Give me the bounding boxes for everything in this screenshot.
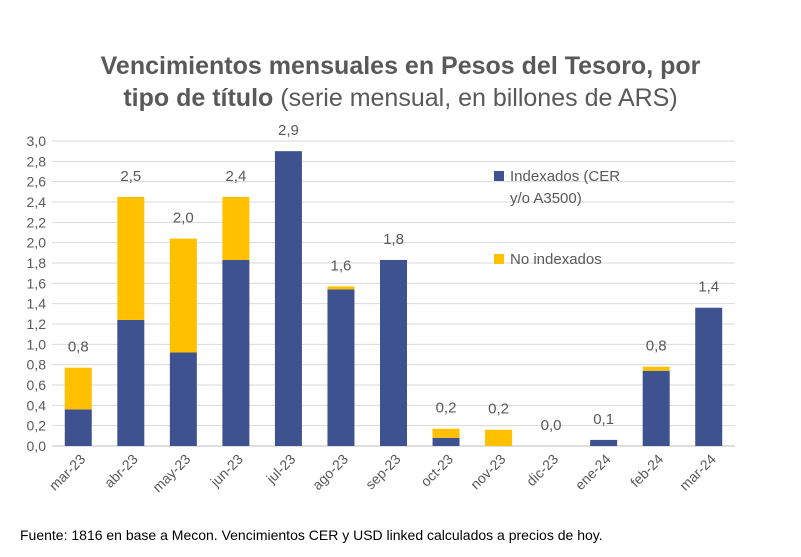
x-tick-label-nov-23: nov-23 <box>467 451 509 493</box>
chart-title-bold-part: tipo de título <box>123 84 274 112</box>
bar-indexados-abr-23 <box>117 319 145 446</box>
bar-indexados-may-23 <box>169 352 197 446</box>
chart-title-line1: Vencimientos mensuales en Pesos del Teso… <box>0 50 801 82</box>
data-label-may-23: 2,0 <box>173 210 194 227</box>
bar-indexados-mar-23 <box>64 409 92 446</box>
chart-title-line1-text: Vencimientos mensuales en Pesos del Teso… <box>100 52 701 80</box>
bar-no-indexados-abr-23 <box>117 196 145 320</box>
data-label-sep-23: 1,8 <box>383 231 404 248</box>
y-tick-label: 2,6 <box>27 174 47 190</box>
chart-title-subtitle: (serie mensual, en billones de ARS) <box>273 84 678 112</box>
x-tick-label-feb-24: feb-24 <box>627 451 667 491</box>
y-tick-label: 0,4 <box>27 397 47 413</box>
bar-indexados-sep-23 <box>380 259 407 446</box>
y-tick-label: 1,2 <box>27 316 47 332</box>
data-label-nov-23: 0,2 <box>488 401 509 418</box>
x-tick-label-jul-23: jul-23 <box>262 451 298 487</box>
source-note: Fuente: 1816 en base a Mecon. Vencimient… <box>20 527 603 543</box>
x-tick-label-dic-23: dic-23 <box>523 451 561 489</box>
chart-title-line2: tipo de título (serie mensual, en billon… <box>0 82 801 114</box>
y-tick-label: 1,0 <box>27 336 47 352</box>
bar-indexados-ene-24 <box>590 439 618 446</box>
x-tick-label-abr-23: abr-23 <box>101 451 141 491</box>
x-tick-label-mar-24: mar-24 <box>676 451 719 494</box>
x-tick-label-mar-23: mar-23 <box>46 451 89 494</box>
x-tick-label-sep-23: sep-23 <box>362 451 404 493</box>
bar-no-indexados-oct-23 <box>432 428 460 438</box>
y-tick-label: 0,8 <box>27 357 47 373</box>
y-tick-label: 1,6 <box>27 275 47 291</box>
bar-indexados-feb-24 <box>642 370 670 446</box>
y-tick-label: 0,6 <box>27 377 47 393</box>
data-label-abr-23: 2,5 <box>120 168 141 185</box>
y-tick-label: 2,4 <box>27 194 47 210</box>
bar-indexados-jul-23 <box>274 151 302 446</box>
data-label-mar-24: 1,4 <box>698 279 719 296</box>
y-tick-label: 2,8 <box>27 153 47 169</box>
data-label-ene-24: 0,1 <box>593 411 614 428</box>
y-tick-label: 1,8 <box>27 255 47 271</box>
chart-title: Vencimientos mensuales en Pesos del Teso… <box>0 50 801 114</box>
bar-no-indexados-mar-23 <box>64 367 92 410</box>
bar-indexados-jun-23 <box>222 259 250 446</box>
x-tick-label-ene-24: ene-24 <box>572 451 614 493</box>
legend-swatch-no-indexados <box>494 254 504 264</box>
bar-no-indexados-may-23 <box>169 238 197 353</box>
legend-label-indexados: y/o A3500) <box>510 190 582 207</box>
bar-no-indexados-ago-23 <box>327 286 355 290</box>
data-label-ago-23: 1,6 <box>331 257 352 274</box>
bar-indexados-mar-24 <box>695 307 723 446</box>
legend-label-indexados: Indexados (CER <box>510 168 620 185</box>
y-tick-label: 2,2 <box>27 214 47 230</box>
data-label-mar-23: 0,8 <box>68 339 89 356</box>
data-label-jul-23: 2,9 <box>278 122 299 139</box>
bar-no-indexados-nov-23 <box>485 429 513 446</box>
y-tick-label: 0,0 <box>27 438 47 454</box>
x-tick-label-ago-23: ago-23 <box>309 451 351 493</box>
data-label-dic-23: 0,0 <box>541 417 562 434</box>
y-tick-label: 2,0 <box>27 235 47 251</box>
y-tick-label: 1,4 <box>27 296 47 312</box>
data-label-oct-23: 0,2 <box>436 400 457 417</box>
y-tick-label: 0,2 <box>27 418 47 434</box>
x-tick-label-jun-23: jun-23 <box>206 451 246 491</box>
data-label-jun-23: 2,4 <box>225 168 246 185</box>
bar-indexados-ago-23 <box>327 289 355 446</box>
bar-no-indexados-feb-24 <box>642 366 670 371</box>
x-tick-label-oct-23: oct-23 <box>417 451 456 490</box>
data-label-feb-24: 0,8 <box>646 338 667 355</box>
x-tick-label-may-23: may-23 <box>149 451 193 495</box>
legend-label-no-indexados: No indexados <box>510 251 602 268</box>
legend-swatch-indexados <box>494 171 504 181</box>
bar-indexados-oct-23 <box>432 437 460 446</box>
bar-no-indexados-jun-23 <box>222 196 250 260</box>
y-tick-label: 3,0 <box>27 133 47 149</box>
